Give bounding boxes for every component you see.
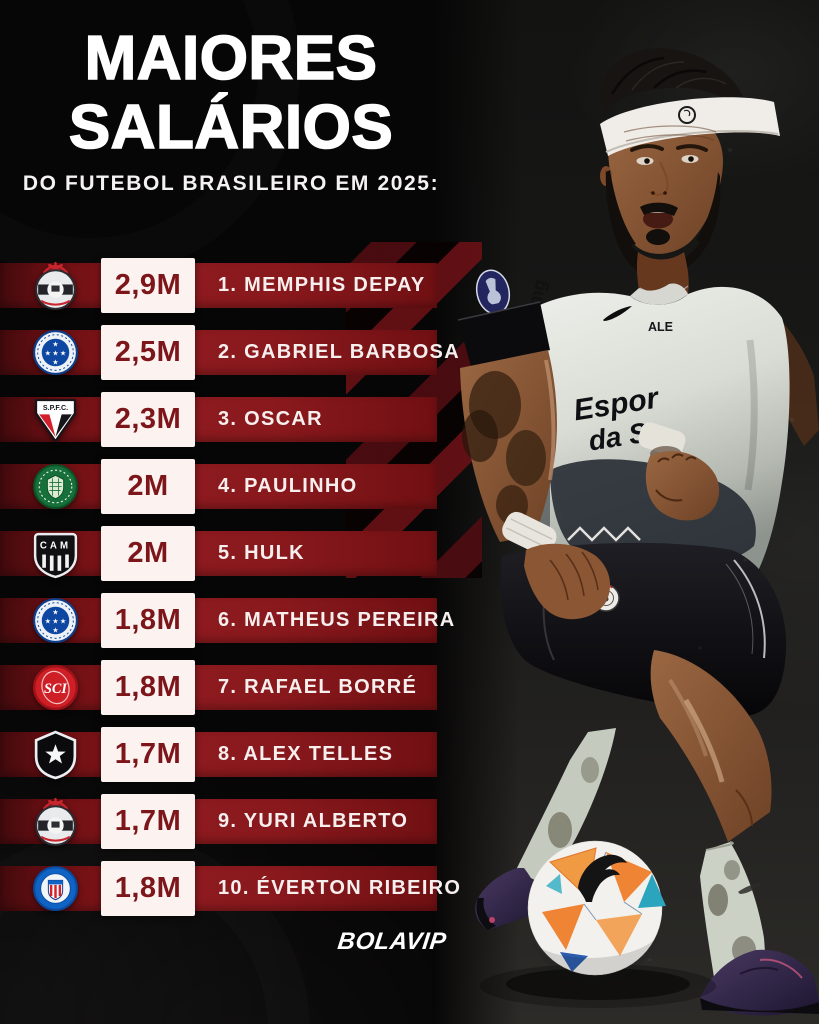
player-name: 10. ÉVERTON RIBEIRO — [218, 877, 462, 899]
player-name: 1. MEMPHIS DEPAY — [218, 274, 426, 296]
list-item: 1,7M 9. YURI ALBERTO — [0, 794, 437, 849]
player-wristband — [502, 511, 557, 556]
salary-value: 1,7M — [114, 738, 182, 770]
player-name: 6. MATHEUS PEREIRA — [218, 609, 456, 631]
botafogo-badge-icon — [34, 730, 77, 780]
bahia-badge-icon — [33, 866, 78, 911]
salary-box: 1,8M — [101, 660, 195, 715]
player-hair — [599, 48, 748, 120]
black-armband — [458, 302, 550, 370]
svg-text:★: ★ — [52, 358, 58, 367]
palmeiras-badge-icon — [33, 464, 78, 509]
player-name: 8. ALEX TELLES — [218, 743, 394, 765]
list-item: SCI 1,8M 7. RAFAEL BORRÉ — [0, 660, 437, 715]
list-item: 2,9M 1. MEMPHIS DEPAY — [0, 258, 437, 313]
cruzeiro-badge-icon: ★★ ★ ★★ — [33, 598, 78, 643]
headband-club-logo-icon — [678, 106, 696, 124]
player-name: 2. GABRIEL BARBOSA — [218, 341, 460, 363]
list-item: CAM 2M 5. HULK — [0, 526, 437, 581]
svg-text:★: ★ — [52, 339, 58, 348]
svg-text:CAM: CAM — [40, 540, 71, 551]
player-name: 5. HULK — [218, 542, 305, 564]
salary-value: 2M — [127, 470, 169, 502]
nike-swoosh-icon — [738, 883, 762, 894]
title-line-2: SALÁRIOS — [68, 93, 394, 164]
player-legs — [475, 650, 819, 1016]
svg-text:★: ★ — [52, 617, 58, 626]
background-swirl — [0, 830, 310, 1024]
sudamericana-patch-icon — [475, 269, 511, 315]
svg-text:★: ★ — [45, 349, 51, 358]
svg-text:★: ★ — [52, 626, 58, 635]
jersey-side-sponsor-text: ALE — [648, 320, 673, 334]
dust-specks — [648, 148, 794, 962]
list-item: S.P.F.C. 2,3M 3. OSCAR — [0, 392, 437, 447]
salary-value: 1,8M — [114, 604, 182, 636]
corinthians-badge-icon — [35, 261, 76, 310]
player-name: 9. YURI ALBERTO — [218, 810, 409, 832]
bolavip-logo: BOLAVIP — [336, 928, 448, 955]
cruzeiro-badge-icon: ★★ ★ ★★ — [33, 330, 78, 375]
nike-swoosh-icon — [603, 306, 632, 321]
puma-logo-icon — [578, 854, 627, 902]
player-illustration: Espor da So ALE bmg — [457, 48, 819, 1016]
salary-value: 1,7M — [114, 805, 182, 837]
atletico-mineiro-badge-icon: CAM — [33, 532, 78, 579]
salary-box: 2M — [101, 526, 195, 581]
corinthians-badge-icon — [35, 797, 76, 846]
salary-value: 1,8M — [114, 872, 182, 904]
page-title: MAIORES SALÁRIOS DO FUTEBOL BRASILEIRO E… — [0, 23, 462, 196]
player-name: 4. PAULINHO — [218, 475, 358, 497]
list-item: 2M 4. PAULINHO — [0, 459, 437, 514]
salary-box: 1,7M — [101, 727, 195, 782]
svg-text:★: ★ — [60, 349, 66, 358]
svg-text:★: ★ — [52, 349, 58, 358]
list-item: ★ ★ ★ ★ ★ 2,5M 2. GABRIEL BARBOSA — [0, 325, 459, 380]
svg-text:★: ★ — [60, 617, 66, 626]
salary-value: 1,8M — [114, 671, 182, 703]
salary-value: 2M — [127, 537, 169, 569]
sao-paulo-badge-icon: S.P.F.C. — [35, 399, 76, 443]
svg-text:SCI: SCI — [44, 681, 67, 697]
title-line-1: MAIORES — [84, 23, 378, 94]
player-beard — [605, 168, 721, 277]
salary-box: 1,8M — [101, 861, 195, 916]
player-fist — [638, 422, 720, 521]
internacional-badge-icon: SCI — [32, 664, 79, 711]
salary-box: 1,7M — [101, 794, 195, 849]
player-forearm-tattooed — [460, 350, 611, 620]
salary-value: 2,3M — [114, 403, 182, 435]
player-name: 7. RAFAEL BORRÉ — [218, 676, 418, 698]
list-item: ★ ★ ★ ★ ★ 1,8M 6. MATHEUS PEREIRA — [0, 593, 454, 648]
salary-box: 2,5M — [101, 325, 195, 380]
player-name: 3. OSCAR — [218, 408, 323, 430]
title-subtitle: DO FUTEBOL BRASILEIRO EM 2025: — [22, 171, 440, 195]
list-item: 1,7M 8. ALEX TELLES — [0, 727, 437, 782]
salary-box: 1,8M — [101, 593, 195, 648]
svg-text:★: ★ — [45, 617, 51, 626]
salary-value: 2,9M — [114, 269, 182, 301]
svg-text:★: ★ — [52, 607, 58, 616]
soccer-ball — [480, 840, 716, 1008]
salary-box: 2,3M — [101, 392, 195, 447]
salary-value: 2,5M — [114, 336, 182, 368]
salary-box: 2,9M — [101, 258, 195, 313]
list-item: 1,8M 10. ÉVERTON RIBEIRO — [0, 861, 460, 916]
salary-box: 2M — [101, 459, 195, 514]
svg-text:S.P.F.C.: S.P.F.C. — [43, 404, 68, 412]
